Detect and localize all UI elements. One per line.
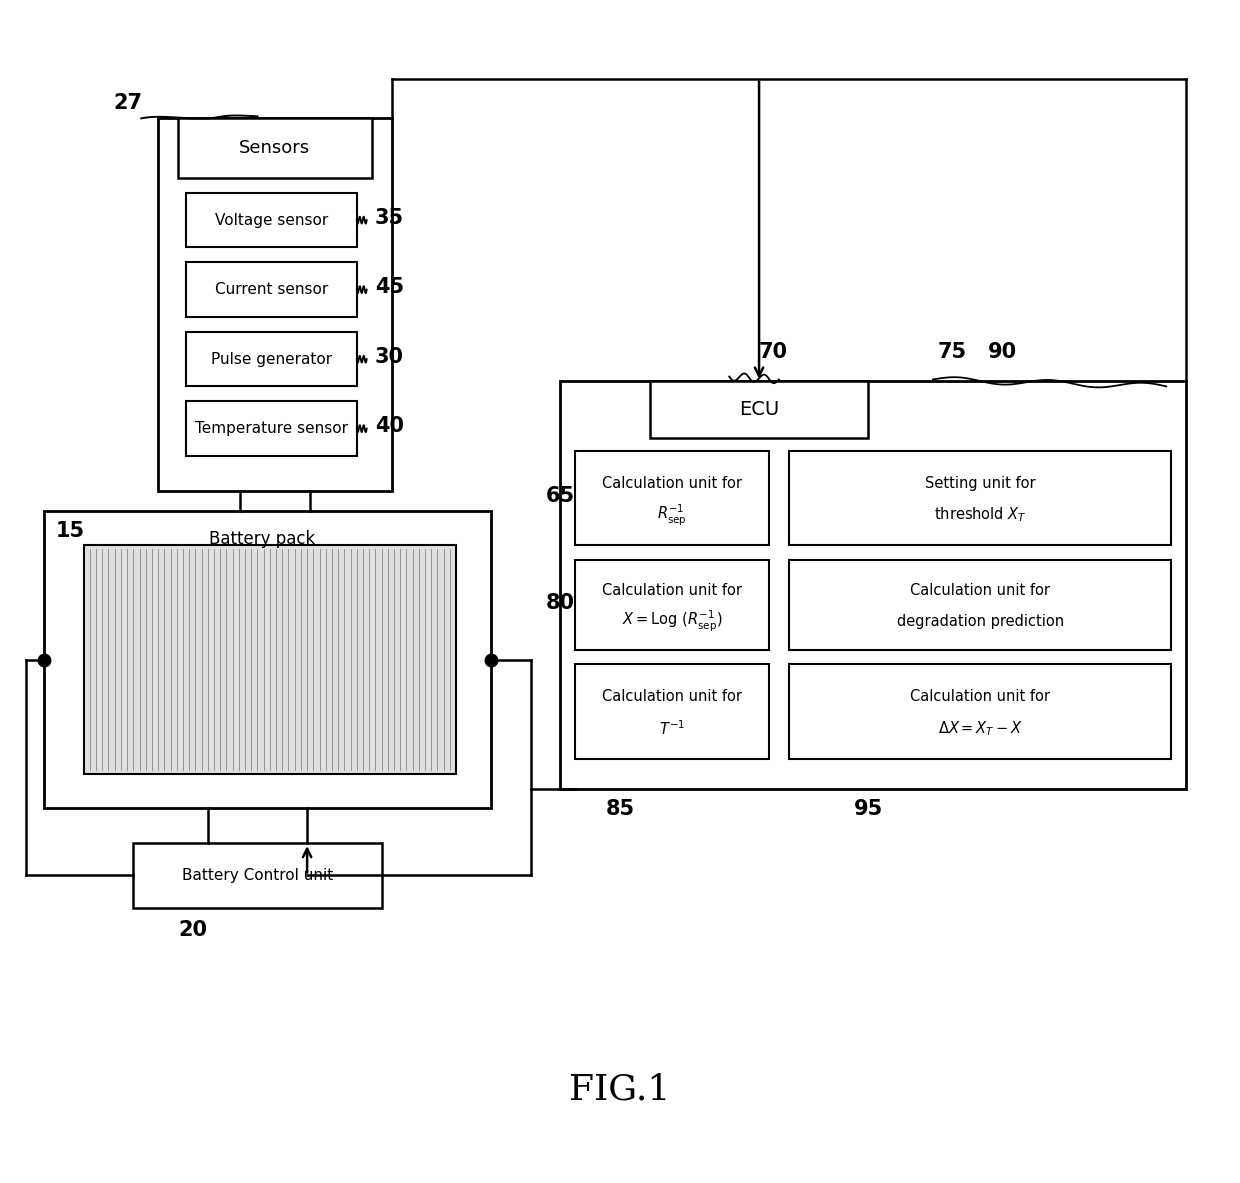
Bar — [575, 451, 769, 545]
Text: degradation prediction: degradation prediction — [897, 614, 1064, 629]
Text: 80: 80 — [546, 593, 574, 613]
Bar — [83, 545, 456, 774]
Bar — [186, 193, 357, 247]
Text: ECU: ECU — [739, 400, 779, 419]
Text: $R_{\mathrm{sep}}^{-1}$: $R_{\mathrm{sep}}^{-1}$ — [657, 503, 687, 528]
Text: 40: 40 — [374, 416, 404, 437]
Text: Voltage sensor: Voltage sensor — [215, 213, 329, 227]
Text: 90: 90 — [987, 342, 1017, 362]
Bar — [186, 332, 357, 387]
Text: Calculation unit for: Calculation unit for — [603, 582, 743, 597]
Text: 75: 75 — [937, 342, 967, 362]
Text: Battery Control unit: Battery Control unit — [182, 868, 334, 883]
Text: Calculation unit for: Calculation unit for — [910, 582, 1050, 597]
Bar — [789, 451, 1172, 545]
Text: FIG.1: FIG.1 — [569, 1073, 671, 1106]
Text: 35: 35 — [374, 208, 404, 227]
Text: Calculation unit for: Calculation unit for — [910, 690, 1050, 704]
Text: Setting unit for: Setting unit for — [925, 476, 1035, 491]
Bar — [789, 665, 1172, 758]
Text: Temperature sensor: Temperature sensor — [195, 421, 348, 437]
Text: 65: 65 — [546, 486, 574, 505]
Text: Current sensor: Current sensor — [215, 282, 329, 297]
Text: 27: 27 — [113, 93, 143, 114]
Text: Pulse generator: Pulse generator — [211, 351, 332, 367]
Bar — [575, 665, 769, 758]
Text: Battery pack: Battery pack — [210, 530, 315, 549]
Bar — [789, 561, 1172, 649]
Bar — [133, 843, 382, 907]
Text: $T^{-1}$: $T^{-1}$ — [660, 719, 686, 738]
Bar — [43, 511, 491, 808]
Text: 45: 45 — [374, 277, 404, 297]
Text: threshold $X_T$: threshold $X_T$ — [934, 505, 1027, 524]
Bar — [575, 561, 769, 649]
Text: Calculation unit for: Calculation unit for — [603, 476, 743, 491]
Bar — [186, 401, 357, 455]
Bar — [186, 263, 357, 317]
Text: $\Delta X = X_T - X$: $\Delta X = X_T - X$ — [937, 719, 1023, 738]
Text: $X = \mathrm{Log}$ $(R_{\mathrm{sep}}^{-1})$: $X = \mathrm{Log}$ $(R_{\mathrm{sep}}^{-… — [622, 609, 723, 634]
Text: 70: 70 — [759, 342, 789, 362]
Text: 95: 95 — [853, 799, 883, 819]
Bar — [159, 118, 392, 491]
Text: 20: 20 — [179, 919, 207, 939]
Text: 15: 15 — [56, 521, 86, 541]
Bar — [560, 381, 1187, 789]
Text: 30: 30 — [374, 347, 404, 367]
Bar — [650, 381, 868, 438]
Text: Sensors: Sensors — [239, 140, 310, 157]
Bar — [179, 118, 372, 177]
Text: Calculation unit for: Calculation unit for — [603, 690, 743, 704]
Text: 85: 85 — [605, 799, 635, 819]
